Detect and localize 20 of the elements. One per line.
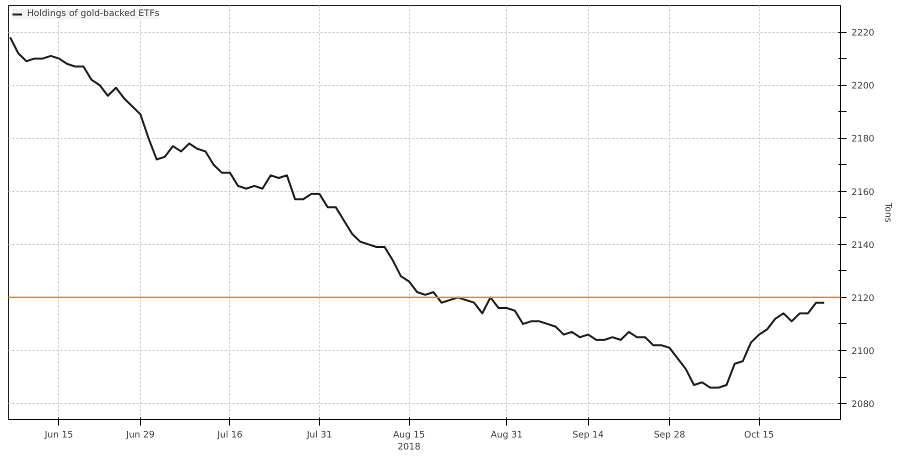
y-tick-label: 2080 [852,400,875,410]
x-tick-label: Aug 15 2018 [393,430,425,452]
x-tick-label: Jul 31 [306,430,332,440]
y-tick-label: 2180 [852,134,875,145]
x-tick-label: Jul 16 [216,430,243,440]
line-series [9,36,826,389]
x-tick-label: Sep 28 [654,430,686,440]
y-tick-label: 2120 [852,294,875,304]
x-tick-label: Sep 14 [572,430,604,440]
y-tick-label: 2140 [852,240,875,251]
legend-label: Holdings of gold-backed ETFs [27,9,160,19]
y-axis-title: Tons [882,202,892,223]
y-tick-label: 2160 [852,188,875,198]
x-tick-label: Oct 15 [744,430,774,440]
x-tick-label: Aug 31 [490,430,523,440]
y-tick-label: 2200 [852,82,875,92]
y-tick-label: 2220 [852,28,875,39]
x-tick-label: Jun 29 [125,430,155,440]
x-tick-label: Jun 15 [44,430,74,440]
y-tick-label: 2100 [852,347,875,357]
